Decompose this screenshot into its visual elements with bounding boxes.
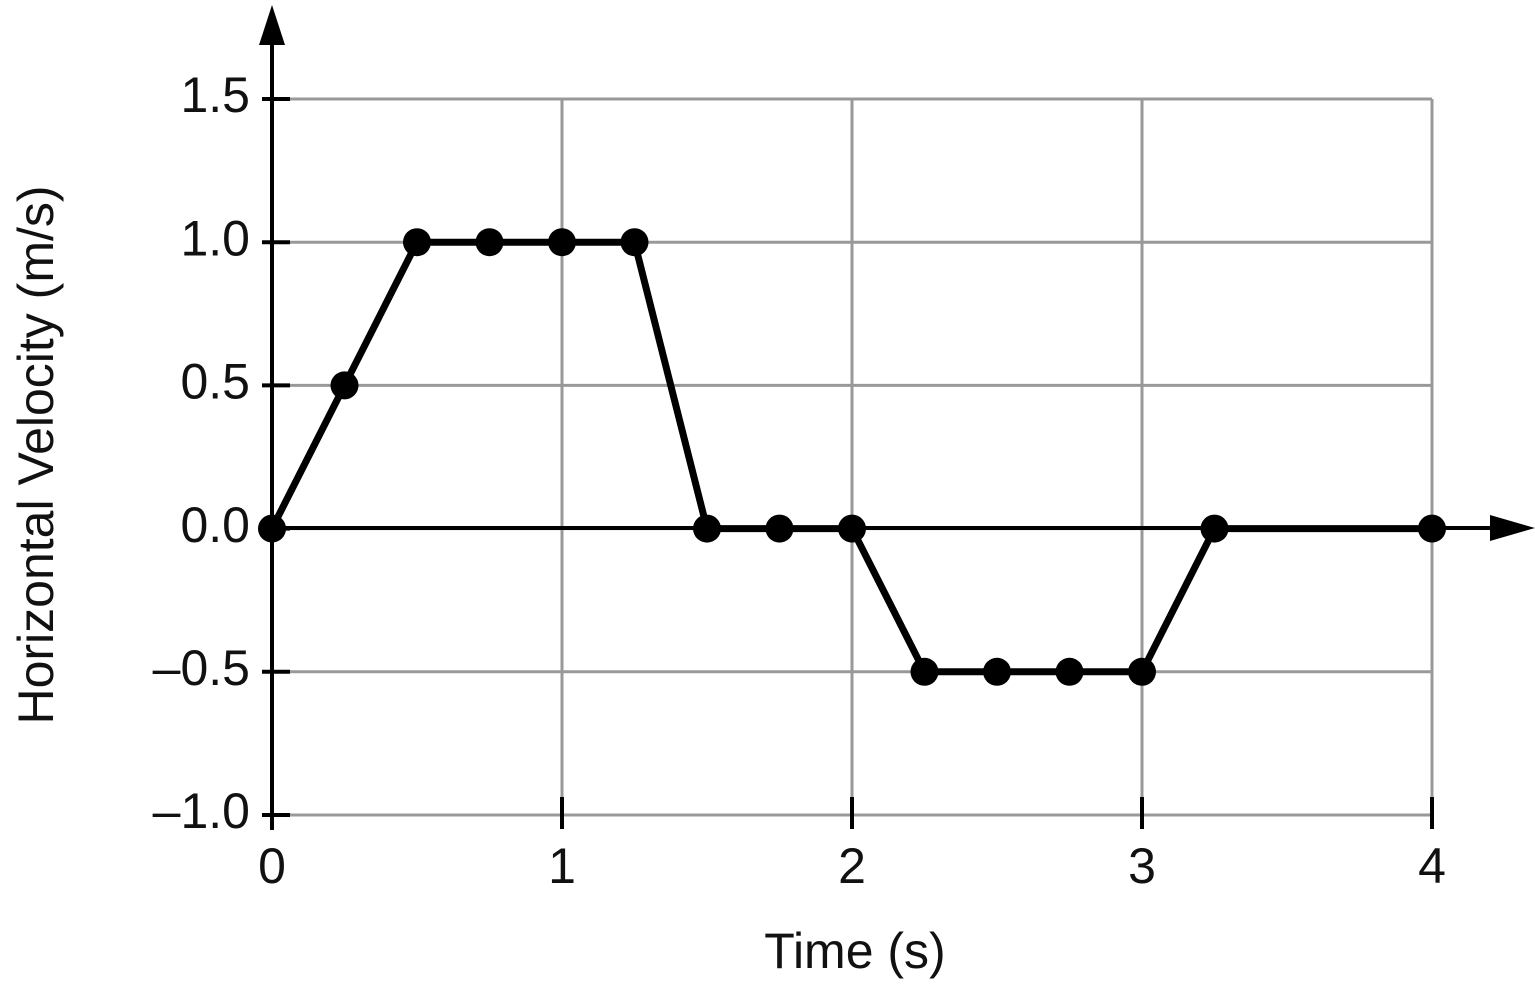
y-tick-label: 0.0: [180, 497, 250, 553]
data-point: [765, 514, 794, 543]
data-point: [1200, 514, 1229, 543]
y-tick-label: 1.0: [180, 210, 250, 266]
y-tick-label: –0.5: [153, 640, 250, 696]
data-point: [330, 371, 359, 400]
x-tick-label: 4: [1418, 838, 1446, 894]
x-tick-label: 2: [838, 838, 866, 894]
data-point: [693, 514, 721, 543]
data-point: [910, 657, 939, 686]
data-point: [838, 514, 866, 543]
x-tick-label: 1: [548, 838, 576, 894]
y-tick-label: 0.5: [180, 354, 250, 410]
x-axis-arrow: [1490, 515, 1535, 541]
data-point: [475, 228, 504, 257]
y-axis-arrow: [259, 5, 285, 45]
data-point: [983, 657, 1011, 686]
y-tick-label: –1.0: [153, 783, 250, 839]
data-point: [620, 228, 649, 257]
data-point: [1418, 514, 1446, 543]
x-tick-label: 0: [258, 838, 286, 894]
data-point: [403, 228, 431, 257]
data-point: [258, 514, 286, 543]
y-tick-label: 1.5: [180, 67, 250, 123]
data-point: [548, 228, 576, 257]
x-axis-label: Time (s): [764, 923, 945, 979]
data-point: [1055, 657, 1084, 686]
y-axis-label: Horizontal Velocity (m/s): [8, 185, 64, 724]
x-tick-label: 3: [1128, 838, 1156, 894]
data-point: [1128, 657, 1156, 686]
